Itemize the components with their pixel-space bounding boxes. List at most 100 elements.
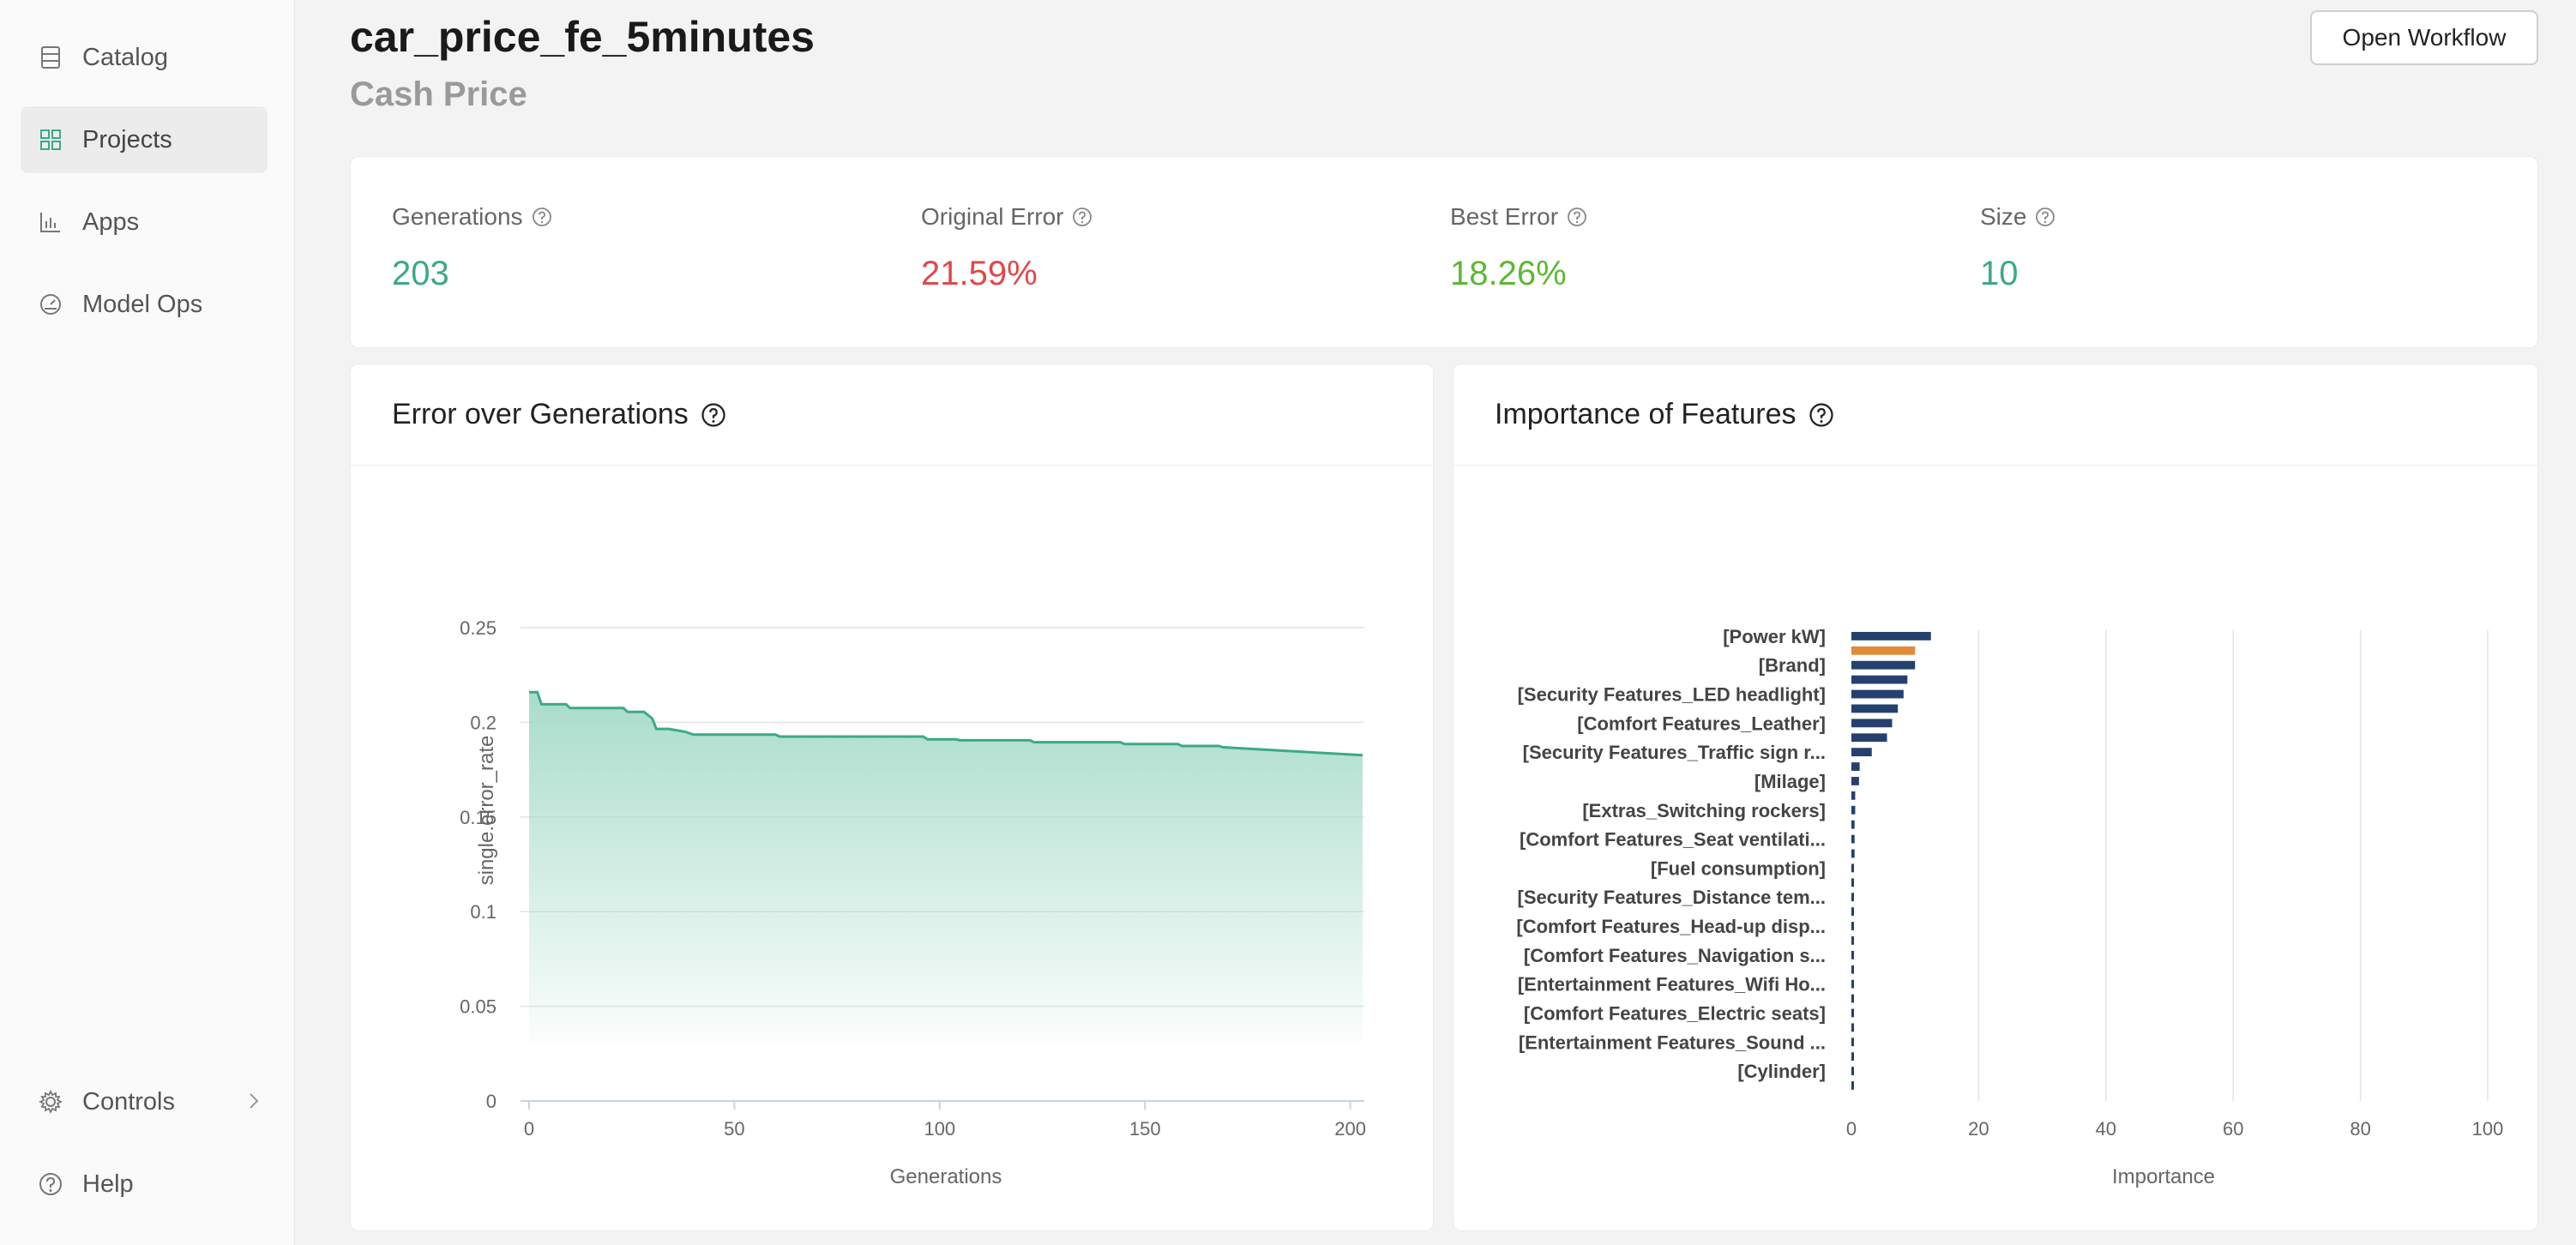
- stat-size: Size 10: [1980, 203, 2055, 293]
- feature-label: [Security Features_Distance tem...: [1518, 887, 1826, 908]
- open-workflow-button[interactable]: Open Workflow: [2310, 10, 2538, 65]
- importance-bar[interactable]: [1851, 965, 1854, 974]
- importance-bar[interactable]: [1851, 777, 1859, 785]
- importance-bar[interactable]: [1851, 820, 1855, 829]
- importance-bar[interactable]: [1851, 675, 1908, 684]
- stat-best-error: Best Error 18.26%: [1450, 203, 1587, 293]
- chart-title: Importance of Features: [1495, 398, 1797, 430]
- stat-label: Best Error: [1450, 203, 1559, 230]
- y-tick-label: 0.15: [460, 807, 497, 828]
- importance-bar[interactable]: [1851, 660, 1916, 670]
- feature-label: [Comfort Features_Head-up disp...: [1516, 916, 1826, 937]
- importance-bar[interactable]: [1851, 936, 1854, 945]
- chart-title: Error over Generations: [392, 398, 689, 430]
- importance-bar[interactable]: [1851, 791, 1856, 800]
- error-line: [529, 690, 1363, 757]
- sidebar-item-label: Apps: [82, 208, 140, 236]
- gear-icon: [38, 1089, 63, 1115]
- sidebar: Catalog Projects Apps Model Ops Controls…: [0, 0, 295, 1245]
- sidebar-item-catalog[interactable]: Catalog: [21, 24, 268, 91]
- importance-chart: [Power kW] [Brand] [Security Features_LED …: [1516, 626, 2504, 1188]
- stat-value: 18.26%: [1450, 255, 1567, 292]
- help-icon[interactable]: [1567, 207, 1587, 227]
- stat-label: Original Error: [921, 203, 1064, 230]
- importance-bar[interactable]: [1851, 1052, 1854, 1062]
- importance-bar[interactable]: [1851, 849, 1855, 858]
- sidebar-item-model-ops[interactable]: Model Ops: [21, 271, 268, 338]
- help-icon[interactable]: [532, 207, 552, 227]
- sidebar-item-projects[interactable]: Projects: [21, 106, 268, 173]
- error-chart-card: Error over Generations 0 0.05 0.1 0.15 0.2 0.…: [350, 364, 1434, 1231]
- feature-label: [Entertainment Features_Wifi Ho...: [1518, 974, 1826, 995]
- importance-bar[interactable]: [1851, 719, 1893, 728]
- importance-bar[interactable]: [1851, 632, 1931, 641]
- sidebar-item-label: Help: [82, 1170, 134, 1198]
- sidebar-item-apps[interactable]: Apps: [21, 189, 268, 256]
- x-tick-label: 60: [2223, 1118, 2243, 1140]
- sidebar-item-label: Model Ops: [82, 290, 203, 318]
- feature-label: [Security Features_LED headlight]: [1518, 684, 1826, 706]
- importance-bar[interactable]: [1851, 704, 1899, 713]
- feature-label: [Power kW]: [1723, 626, 1826, 647]
- importance-bar[interactable]: [1851, 1008, 1854, 1018]
- feature-label: [Security Features_Traffic sign r...: [1523, 742, 1826, 763]
- importance-bar[interactable]: [1851, 762, 1860, 771]
- page-subtitle: Cash Price: [350, 75, 527, 113]
- chart-header: Importance of Features: [1454, 364, 2537, 466]
- importance-bar[interactable]: [1851, 950, 1854, 959]
- importance-bar[interactable]: [1851, 689, 1904, 699]
- feature-label: [Comfort Features_Leather]: [1577, 713, 1826, 734]
- stat-value: 10: [1980, 255, 2019, 292]
- main-content: car_price_fe_5minutes Cash Price Open Wo…: [295, 0, 2576, 1245]
- importance-bar[interactable]: [1851, 863, 1854, 873]
- importance-bar[interactable]: [1851, 646, 1916, 655]
- help-icon[interactable]: [701, 402, 726, 428]
- feature-label: [Fuel consumption]: [1651, 857, 1826, 879]
- y-tick-label: 0: [486, 1091, 497, 1112]
- help-icon[interactable]: [2035, 207, 2055, 227]
- importance-bar[interactable]: [1851, 994, 1854, 1003]
- importance-bar[interactable]: [1851, 1023, 1854, 1032]
- importance-bar[interactable]: [1851, 1081, 1854, 1090]
- x-tick-label: 200: [1334, 1118, 1366, 1140]
- help-icon[interactable]: [1072, 207, 1092, 227]
- feature-label: [Extras_Switching rockers]: [1582, 800, 1826, 821]
- x-tick-label: 100: [924, 1118, 955, 1140]
- importance-bar[interactable]: [1851, 805, 1856, 815]
- importance-bar[interactable]: [1851, 907, 1854, 917]
- x-axis-label: Importance: [2112, 1165, 2215, 1188]
- stat-original-error: Original Error 21.59%: [921, 203, 1092, 293]
- y-axis-label: single.error_rate: [475, 736, 498, 886]
- importance-bar[interactable]: [1851, 922, 1854, 930]
- importance-bar[interactable]: [1851, 1067, 1854, 1075]
- importance-bar[interactable]: [1851, 733, 1887, 743]
- error-chart: 0 0.05 0.1 0.15 0.2 0.25 0 50 100 150 200 Generati…: [460, 617, 1366, 1188]
- importance-bar[interactable]: [1851, 878, 1854, 887]
- bar-chart-icon: [38, 209, 63, 235]
- help-circle-icon: [38, 1171, 63, 1197]
- x-tick-label: 20: [1968, 1118, 1989, 1140]
- x-tick-label: 50: [724, 1118, 744, 1140]
- x-tick-label: 100: [2472, 1118, 2504, 1140]
- help-icon[interactable]: [1809, 402, 1834, 428]
- feature-label: [Cylinder]: [1737, 1061, 1826, 1082]
- importance-bar[interactable]: [1851, 748, 1872, 757]
- importance-bar[interactable]: [1851, 1038, 1854, 1047]
- sidebar-item-label: Controls: [82, 1087, 175, 1116]
- importance-bar[interactable]: [1851, 834, 1855, 844]
- x-tick-label: 0: [1846, 1118, 1857, 1140]
- stat-value: 21.59%: [921, 255, 1038, 292]
- feature-label: [Comfort Features_Seat ventilati...: [1520, 829, 1826, 851]
- error-area: [529, 692, 1363, 1043]
- feature-label: [Brand]: [1759, 655, 1826, 677]
- importance-bar[interactable]: [1851, 979, 1854, 989]
- chevron-right-icon: [245, 1089, 262, 1120]
- stat-value: 203: [392, 255, 449, 292]
- stat-label: Generations: [392, 203, 523, 230]
- sidebar-item-controls[interactable]: Controls: [21, 1068, 268, 1135]
- y-tick-label: 0.1: [470, 901, 497, 923]
- feature-label: [Entertainment Features_Sound ...: [1519, 1031, 1826, 1053]
- y-tick-label: 0.2: [470, 712, 497, 733]
- importance-bar[interactable]: [1851, 893, 1854, 902]
- sidebar-item-help[interactable]: Help: [21, 1151, 268, 1218]
